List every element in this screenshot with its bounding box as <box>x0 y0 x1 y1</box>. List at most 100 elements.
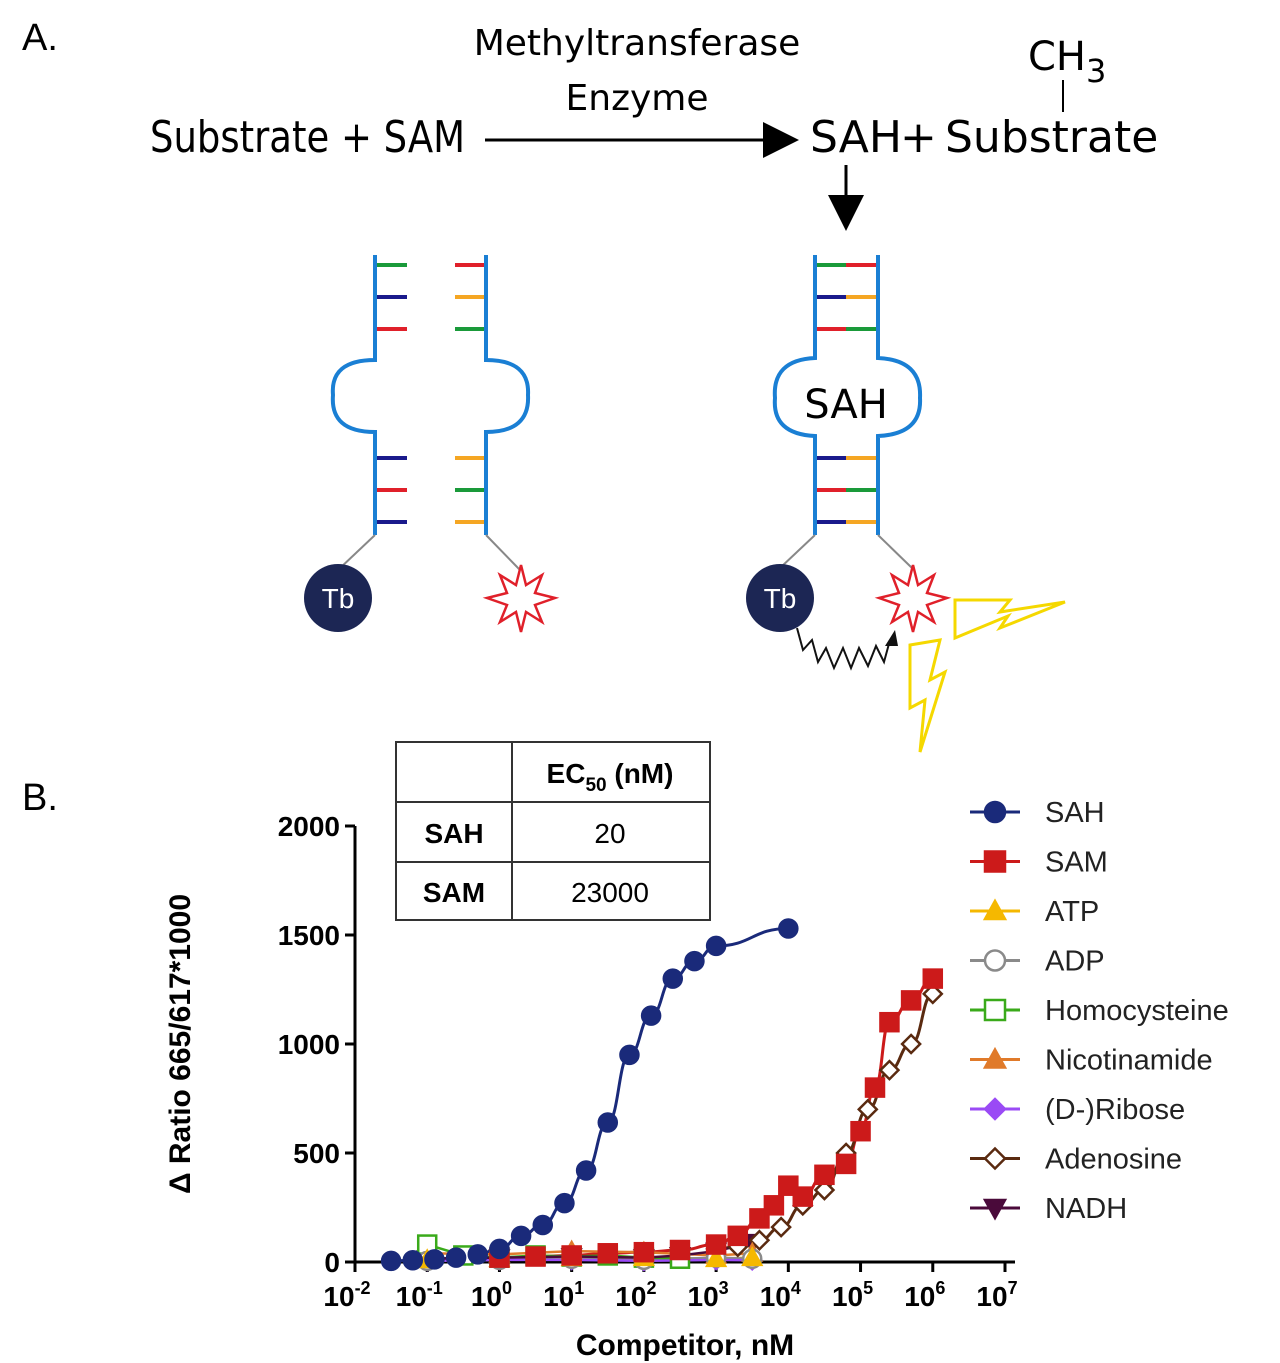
legend-label-homocysteine: Homocysteine <box>1045 995 1229 1027</box>
product-sah-label: SAH <box>810 112 902 163</box>
data-point-atp <box>741 1246 764 1267</box>
data-point-sam <box>633 1241 655 1263</box>
data-point-sah <box>445 1247 467 1268</box>
legend-marker-d-ribose <box>983 1097 1007 1121</box>
data-point-sah <box>705 935 727 957</box>
data-point-sam <box>561 1245 582 1266</box>
x-tick-label: 10-1 <box>396 1278 443 1312</box>
table-row-value: 20 <box>594 818 625 849</box>
legend-label-sah: SAH <box>1045 797 1105 829</box>
tb-label-right: Tb <box>764 583 797 614</box>
chart-legend: SAH SAM ATP ADP Homocysteine Nicotinamide (D-)… <box>970 797 1229 1225</box>
tb-label-left: Tb <box>322 583 355 614</box>
data-point-adenosine <box>748 1229 771 1251</box>
data-point-sah <box>778 918 799 939</box>
data-point-sam <box>727 1225 749 1247</box>
x-tick-label: 10-2 <box>323 1278 370 1312</box>
x-tick-label: 101 <box>543 1278 584 1312</box>
data-point-adenosine <box>878 1059 901 1081</box>
data-point-sam <box>814 1164 835 1186</box>
product-substrate-label: Substrate <box>945 112 1158 163</box>
acceptor-fluorophore-icon <box>874 564 952 633</box>
legend-label-sam: SAM <box>1045 847 1108 879</box>
data-point-sah <box>532 1214 554 1236</box>
y-tick-label: 500 <box>293 1138 340 1169</box>
acceptor-fluorophore-icon <box>482 564 560 633</box>
linker <box>779 534 816 569</box>
data-point-sam <box>763 1195 785 1216</box>
fret-arrowhead-icon <box>885 630 898 646</box>
x-tick-label: 107 <box>976 1278 1017 1312</box>
linker <box>485 534 521 571</box>
x-tick-label: 105 <box>832 1278 873 1312</box>
data-point-sam <box>922 968 944 989</box>
panel-b: B. EC50 (nM) SAH 20 SAM 23000 0 500 1000 15… <box>22 741 1229 1362</box>
legend-label-adp: ADP <box>1045 946 1105 978</box>
fit-line-sah <box>391 926 789 1263</box>
reactants-label: Substrate + SAM <box>150 112 465 163</box>
data-point-sah <box>575 1160 597 1181</box>
emission-bolt-icon <box>953 598 1066 641</box>
legend-marker-sam <box>983 850 1007 873</box>
data-point-sam <box>864 1077 886 1098</box>
data-point-sam <box>597 1243 619 1264</box>
legend-marker-adp <box>983 949 1007 972</box>
legend-marker-homocysteine <box>983 998 1007 1022</box>
panel-a: A. Methyltransferase Enzyme Substrate + … <box>22 17 1158 753</box>
legend-label-adenosine: Adenosine <box>1045 1144 1182 1176</box>
legend-marker-sah <box>983 800 1007 824</box>
x-axis-label: Competitor, nM <box>576 1329 794 1362</box>
panel-a-label: A. <box>22 17 58 59</box>
tb-donor-left <box>304 564 372 632</box>
aptamer-unbound-left <box>330 255 407 571</box>
y-axis-label: Δ Ratio 665/617*1000 <box>164 894 197 1194</box>
fit-line-adenosine <box>716 992 934 1251</box>
data-point-sam <box>835 1153 857 1175</box>
data-point-sah <box>640 1005 662 1026</box>
legend-label-atp: ATP <box>1045 896 1099 928</box>
ec50-table: EC50 (nM) SAH 20 SAM 23000 <box>395 741 711 921</box>
data-point-sah <box>467 1244 489 1265</box>
data-point-sah <box>662 968 684 989</box>
legend-label-d-ribose: (D-)Ribose <box>1045 1094 1185 1126</box>
data-point-atp <box>704 1247 728 1268</box>
y-tick-label: 1000 <box>278 1029 340 1060</box>
legend-marker-nadh <box>982 1198 1008 1221</box>
legend-label-nicotinamide: Nicotinamide <box>1045 1045 1213 1077</box>
y-tick-label: 2000 <box>278 811 340 842</box>
data-point-adenosine <box>770 1216 792 1238</box>
data-point-sah <box>424 1249 445 1270</box>
data-point-sah <box>684 950 705 972</box>
x-tick-label: 106 <box>904 1278 945 1312</box>
panel-b-label: B. <box>22 777 58 819</box>
methyl-group-label: CH3 <box>1028 34 1106 90</box>
competition-chart: 0 500 1000 1500 2000 10-2 10-1 100 101 102 103 104… <box>164 811 1018 1362</box>
legend-marker-adenosine <box>983 1146 1007 1171</box>
product-plus-label: + <box>900 112 937 163</box>
y-tick-label: 0 <box>324 1247 340 1278</box>
data-point-sah <box>402 1250 424 1271</box>
data-point-sam <box>669 1239 691 1261</box>
x-tick-label: 104 <box>760 1278 801 1312</box>
y-tick-label: 1500 <box>278 920 340 951</box>
data-point-sah <box>380 1250 402 1272</box>
table-row-value: 23000 <box>571 877 649 908</box>
data-point-sam <box>879 1011 900 1033</box>
table-row-name: SAM <box>423 877 485 908</box>
table-header-ec50: EC50 (nM) <box>547 758 674 796</box>
data-point-sah <box>597 1112 619 1133</box>
table-row-name: SAH <box>424 818 483 849</box>
data-point-adenosine <box>922 983 944 1005</box>
legend-marker-atp <box>982 898 1008 921</box>
legend-marker-nicotinamide <box>982 1046 1008 1069</box>
data-point-sah <box>489 1238 510 1260</box>
aptamer-unbound-right <box>455 255 531 571</box>
data-point-sam <box>705 1234 727 1255</box>
data-point-adenosine <box>857 1098 879 1121</box>
tb-donor-right <box>746 564 814 632</box>
x-tick-label: 100 <box>471 1278 512 1312</box>
enzyme-label-line1: Methyltransferase <box>474 23 801 64</box>
fret-energy-transfer-icon <box>796 627 891 671</box>
x-tick-label: 103 <box>688 1278 729 1312</box>
